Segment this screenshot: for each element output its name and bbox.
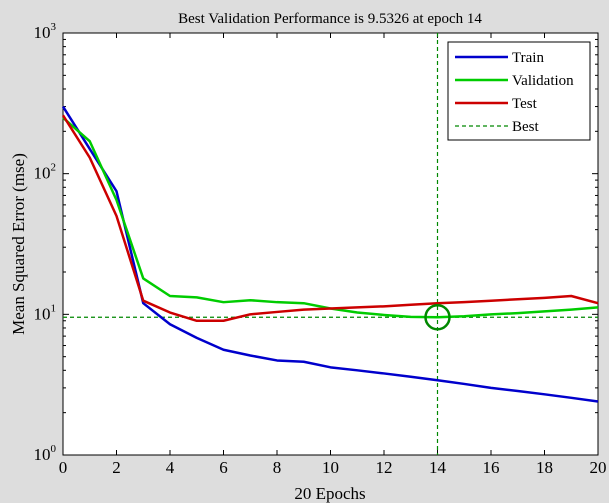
legend-label-train: Train xyxy=(512,50,544,66)
x-tick-label: 18 xyxy=(536,458,553,477)
x-tick-label: 10 xyxy=(322,458,339,477)
x-tick-label: 8 xyxy=(273,458,282,477)
x-tick-label: 2 xyxy=(112,458,121,477)
x-tick-label: 14 xyxy=(429,458,447,477)
legend-box xyxy=(447,41,591,141)
series-line-train xyxy=(61,105,599,403)
series-line-test xyxy=(61,114,599,323)
chart-title: Best Validation Performance is 9.5326 at… xyxy=(178,11,482,27)
x-tick-label: 0 xyxy=(59,458,68,477)
y-axis-label: Mean Squared Error (mse) xyxy=(9,153,28,335)
x-tick-label: 12 xyxy=(376,458,393,477)
best-point-marker xyxy=(424,304,451,331)
legend-label-test: Test xyxy=(512,96,538,112)
x-axis-label: 20 Epochs xyxy=(294,484,365,503)
x-tick-label: 16 xyxy=(483,458,500,477)
x-tick-label: 20 xyxy=(590,458,607,477)
y-tick-label: 101 xyxy=(34,302,57,323)
legend: Train Validation Test Best xyxy=(447,41,591,141)
y-tick-label: 102 xyxy=(34,162,57,183)
legend-label-validation: Validation xyxy=(512,73,574,89)
x-tick-label: 4 xyxy=(166,458,175,477)
x-tick-label: 6 xyxy=(219,458,228,477)
legend-label-best: Best xyxy=(512,119,540,135)
y-tick-label: 103 xyxy=(34,21,57,42)
y-tick-label: 100 xyxy=(34,443,57,464)
